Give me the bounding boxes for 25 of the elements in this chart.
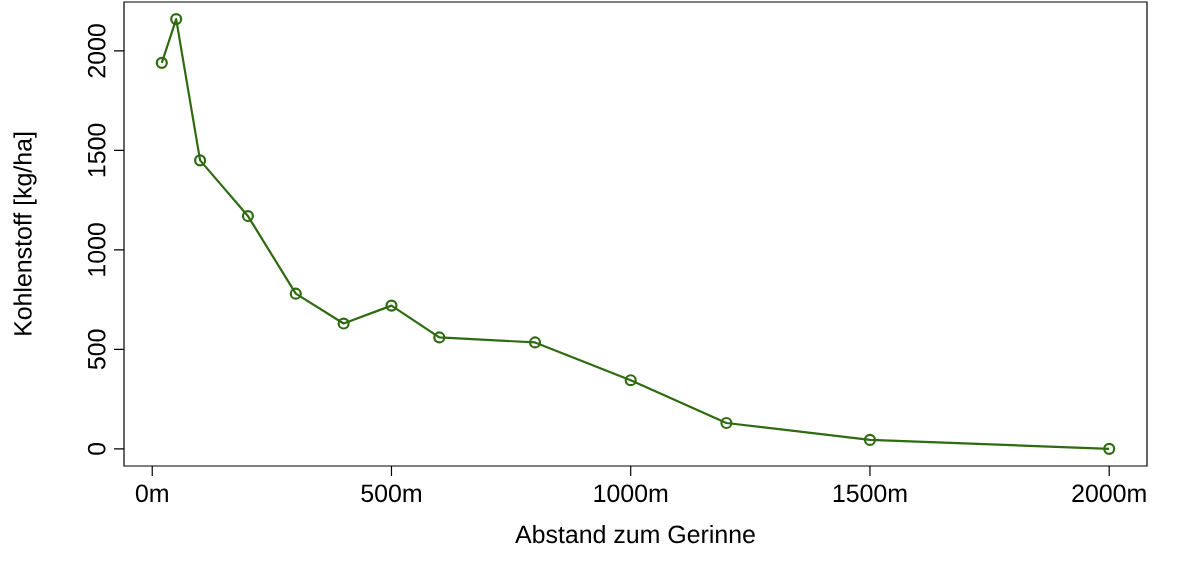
- point: [720, 416, 733, 430]
- y-tick-label: 2000: [87, 24, 106, 78]
- point: [433, 331, 446, 344]
- point: [170, 13, 183, 26]
- point: [155, 56, 168, 69]
- point: [1103, 442, 1116, 455]
- point: [863, 433, 877, 446]
- point: [337, 317, 350, 330]
- x-tick-label: 1500m: [833, 484, 907, 503]
- y-tick-label: 500: [87, 329, 106, 370]
- y-tick-label: 0: [87, 442, 106, 455]
- y-tick-label: 1500: [87, 123, 106, 177]
- point: [624, 374, 637, 387]
- x-tick-label: 500m: [361, 484, 421, 503]
- x-tick-label: 0m: [135, 484, 168, 503]
- x-axis-title: Abstand zum Gerinne: [515, 524, 755, 544]
- x-tick-label: 1000m: [594, 484, 668, 503]
- point: [528, 336, 542, 349]
- point: [385, 299, 398, 312]
- point: [194, 154, 207, 167]
- x-tick-label: 2000m: [1072, 484, 1146, 503]
- y-axis-title: Kohlenstoff [kg/ha]: [13, 132, 37, 335]
- point: [241, 210, 255, 223]
- y-tick-label: 1000: [87, 223, 106, 276]
- point: [289, 287, 302, 300]
